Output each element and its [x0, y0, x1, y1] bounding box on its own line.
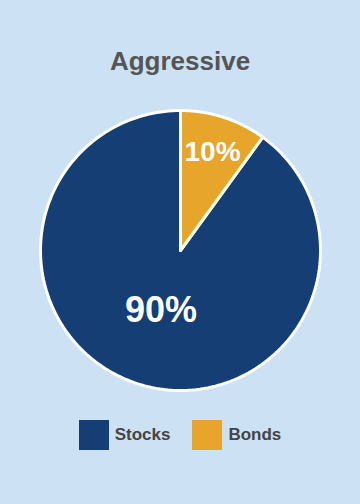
html-text:Bonds: Bonds [228, 425, 282, 444]
html-text:Aggressive: Aggressive [109, 46, 251, 76]
svg-text:10%: 10% [184, 136, 240, 167]
html-text:Stocks: Stocks [114, 425, 171, 444]
svg-text:90%: 90% [125, 289, 197, 330]
